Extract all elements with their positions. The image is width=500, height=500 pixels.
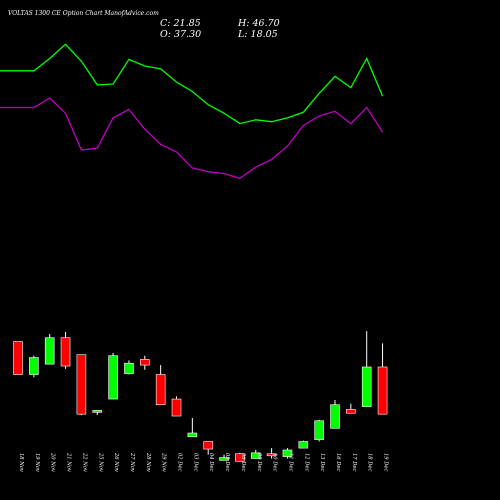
x-tick-label: 06 Dec [240,453,246,471]
candle-body [377,366,388,415]
candle-body [235,453,245,462]
x-tick-label: 21 Nov [66,452,72,472]
x-tick-label: 10 Dec [272,453,278,471]
candle-body [282,449,293,457]
x-tick-label: 26 Nov [113,452,119,472]
candle [92,410,103,416]
indicator-line-2 [0,97,384,180]
x-tick-label: 16 Dec [335,453,341,471]
candle-body [140,359,150,366]
x-tick-label: 05 Dec [224,453,230,471]
open-value: O: 37.30 [160,29,201,40]
x-tick-label: 11 Dec [287,453,293,471]
candle-body [60,337,71,367]
indicator-line-1 [0,43,384,125]
low-value: L: 18.05 [237,29,278,40]
x-tick-label: 09 Dec [256,453,262,471]
x-tick-label: 19 Nov [34,453,40,472]
candle [187,417,198,438]
candle [266,448,277,459]
candle-body [298,441,309,449]
candle-body [92,410,103,413]
indicator-lines [0,43,384,180]
candle [203,441,213,455]
candle-body [108,355,118,400]
x-tick-label: 19 Dec [383,453,389,471]
x-tick-label: 03 Dec [192,453,198,471]
candle [314,419,324,442]
candles [13,331,388,462]
chart-title: VOLTAS 1300 CE Option Chart ManofAdvice.… [8,10,159,17]
candle-body [13,341,23,375]
candle-body [346,409,356,414]
candle [155,365,166,406]
candle-body [29,357,39,375]
candle-body [266,453,277,457]
candle [377,343,388,415]
candle-body [219,457,229,461]
candle [346,403,356,414]
x-tick-label: 18 Nov [18,453,24,472]
candle [282,448,293,459]
candle [250,450,261,459]
candle-body [124,362,134,374]
candle [13,341,23,375]
candle-body [250,452,261,459]
candle [298,440,309,449]
x-tick-label: 12 Dec [303,453,309,471]
candle [235,452,245,462]
candle [219,454,229,461]
x-axis-labels: 18 Nov 19 Nov 20 Nov 21 Nov 22 Nov 25 Nov 26 N… [18,452,389,472]
x-tick-label: 13 Dec [319,453,325,471]
x-tick-label: 17 Dec [351,453,357,471]
candle [171,396,182,417]
x-tick-label: 25 Nov [97,452,103,472]
candle [76,354,87,416]
candle-body [44,337,55,365]
x-tick-label: 20 Nov [50,452,56,472]
candle [361,331,372,407]
x-tick-label: 29 Nov [161,452,167,472]
candle-body [314,420,324,440]
candle [124,360,134,375]
candle [44,333,55,365]
candle [108,352,118,400]
candle-body [330,404,340,429]
high-value: H: 46.70 [237,18,280,29]
candle-body [171,398,182,417]
x-tick-label: 18 Dec [367,453,373,471]
x-tick-label: 27 Nov [129,452,135,472]
candle [60,332,71,369]
close-value: C: 21.85 [160,18,201,29]
candle [29,355,39,378]
candle-body [187,432,198,438]
candle-body [155,374,166,406]
x-tick-label: 22 Nov [81,452,87,472]
x-tick-label: 04 Dec [208,453,214,471]
x-tick-label: 02 Dec [177,453,183,471]
candle-body [361,366,372,407]
candle [330,400,340,429]
candle-body [76,354,87,415]
candle-body [203,441,213,450]
candle [140,355,150,370]
x-tick-label: 28 Nov [145,452,151,472]
